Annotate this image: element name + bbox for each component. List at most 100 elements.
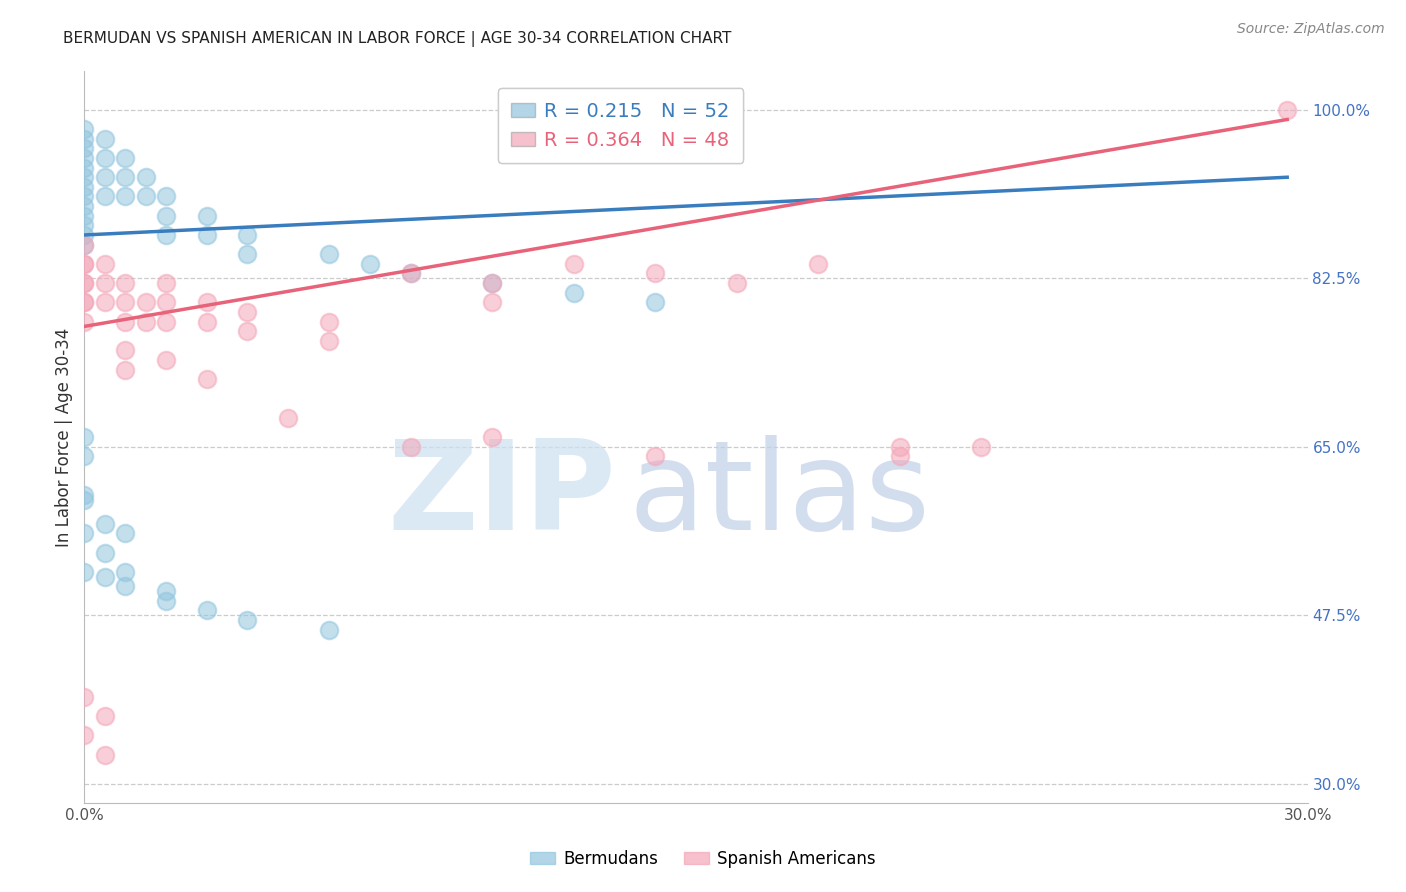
Text: BERMUDAN VS SPANISH AMERICAN IN LABOR FORCE | AGE 30-34 CORRELATION CHART: BERMUDAN VS SPANISH AMERICAN IN LABOR FO…: [63, 31, 731, 47]
Point: [93, 257, 115, 271]
Point: [73, 430, 96, 444]
Point: [135, 189, 157, 203]
Point: [114, 151, 136, 165]
Point: [155, 593, 177, 607]
Point: [93, 276, 115, 290]
Point: [155, 584, 177, 599]
Point: [644, 295, 666, 310]
Point: [73, 728, 96, 742]
Point: [114, 170, 136, 185]
Point: [73, 132, 96, 146]
Point: [73, 199, 96, 213]
Point: [73, 257, 96, 271]
Point: [73, 161, 96, 175]
Point: [73, 295, 96, 310]
Point: [73, 237, 96, 252]
Point: [644, 267, 666, 281]
Point: [236, 305, 259, 319]
Point: [135, 315, 157, 329]
Point: [195, 315, 218, 329]
Point: [481, 430, 503, 444]
Point: [73, 122, 96, 136]
Point: [73, 690, 96, 704]
Point: [73, 170, 96, 185]
Point: [970, 440, 993, 454]
Point: [73, 237, 96, 252]
Point: [236, 324, 259, 338]
Text: Source: ZipAtlas.com: Source: ZipAtlas.com: [1237, 22, 1385, 37]
Point: [73, 189, 96, 203]
Point: [73, 179, 96, 194]
Point: [195, 603, 218, 617]
Point: [93, 189, 115, 203]
Point: [481, 276, 503, 290]
Point: [73, 141, 96, 155]
Point: [73, 492, 96, 507]
Point: [236, 247, 259, 261]
Point: [399, 267, 422, 281]
Point: [93, 516, 115, 531]
Point: [73, 257, 96, 271]
Point: [93, 151, 115, 165]
Point: [73, 276, 96, 290]
Point: [93, 132, 115, 146]
Point: [73, 276, 96, 290]
Point: [889, 440, 911, 454]
Point: [195, 227, 218, 242]
Point: [399, 440, 422, 454]
Y-axis label: In Labor Force | Age 30-34: In Labor Force | Age 30-34: [55, 327, 73, 547]
Point: [93, 709, 115, 723]
Point: [73, 526, 96, 541]
Point: [807, 257, 830, 271]
Point: [93, 569, 115, 583]
Point: [114, 315, 136, 329]
Point: [562, 257, 585, 271]
Point: [318, 315, 340, 329]
Point: [725, 276, 748, 290]
Point: [114, 343, 136, 358]
Point: [73, 209, 96, 223]
Point: [114, 295, 136, 310]
Point: [155, 315, 177, 329]
Legend: R = 0.215   N = 52, R = 0.364   N = 48: R = 0.215 N = 52, R = 0.364 N = 48: [498, 88, 744, 163]
Point: [481, 295, 503, 310]
Point: [135, 170, 157, 185]
Point: [236, 613, 259, 627]
Text: ZIP: ZIP: [388, 435, 616, 556]
Point: [155, 276, 177, 290]
Point: [236, 227, 259, 242]
Point: [114, 526, 136, 541]
Point: [114, 362, 136, 376]
Point: [73, 315, 96, 329]
Point: [73, 565, 96, 579]
Point: [562, 285, 585, 300]
Point: [318, 623, 340, 637]
Point: [155, 189, 177, 203]
Point: [399, 267, 422, 281]
Point: [73, 450, 96, 464]
Point: [195, 295, 218, 310]
Point: [73, 295, 96, 310]
Point: [277, 410, 299, 425]
Point: [481, 276, 503, 290]
Point: [93, 545, 115, 559]
Point: [195, 209, 218, 223]
Point: [114, 579, 136, 593]
Point: [73, 219, 96, 233]
Point: [155, 353, 177, 368]
Point: [1277, 103, 1299, 117]
Point: [114, 276, 136, 290]
Point: [114, 189, 136, 203]
Point: [93, 170, 115, 185]
Point: [155, 295, 177, 310]
Point: [359, 257, 381, 271]
Point: [155, 209, 177, 223]
Point: [155, 227, 177, 242]
Point: [114, 565, 136, 579]
Point: [93, 295, 115, 310]
Point: [318, 247, 340, 261]
Point: [73, 488, 96, 502]
Point: [644, 450, 666, 464]
Point: [135, 295, 157, 310]
Point: [73, 151, 96, 165]
